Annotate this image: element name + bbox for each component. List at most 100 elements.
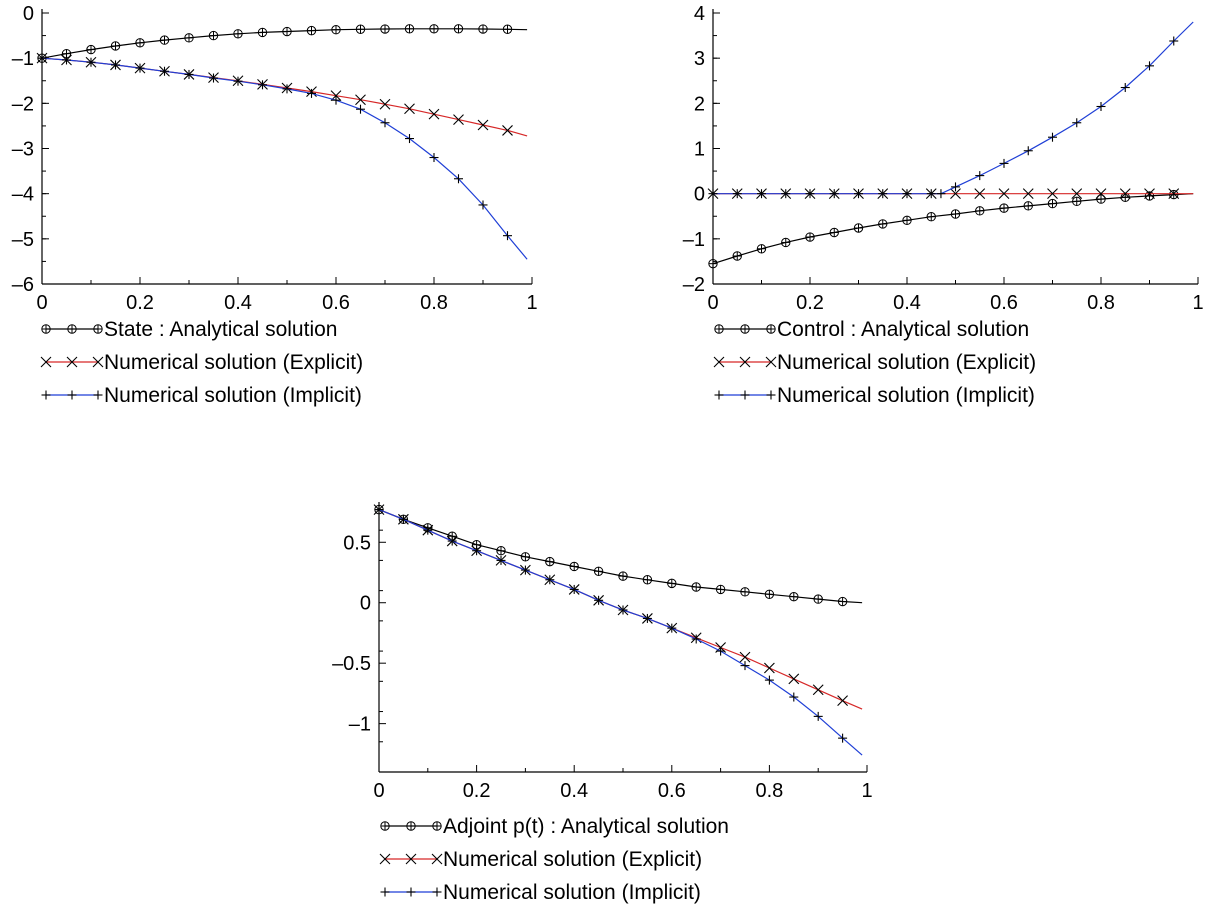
data-point — [740, 587, 750, 597]
series-line — [41, 28, 528, 59]
data-point — [789, 692, 799, 702]
data-point — [453, 114, 464, 125]
data-point — [454, 174, 463, 184]
x-tick-label: 0.8 — [755, 780, 783, 802]
data-point — [642, 613, 652, 623]
data-point — [716, 646, 726, 656]
data-point — [233, 76, 243, 86]
data-point — [355, 94, 366, 106]
x-tick-label: 0.4 — [893, 292, 921, 314]
data-point — [37, 53, 47, 63]
legend-marker — [765, 356, 777, 368]
x-tick-label: 0.6 — [990, 292, 1018, 314]
data-point — [1120, 83, 1130, 93]
x-tick-label: 0 — [707, 292, 718, 314]
x-tick-label: 0.2 — [126, 292, 154, 314]
y-tick-label: 1 — [694, 139, 705, 161]
data-point — [429, 153, 439, 163]
data-point — [135, 63, 145, 73]
legend-entry: Numerical solution (Implicit) — [41, 384, 362, 407]
data-point — [1071, 188, 1083, 200]
series-line — [712, 193, 1194, 265]
series-line — [713, 21, 1194, 195]
data-point — [496, 546, 506, 556]
x-tick-label: 0.8 — [420, 292, 448, 314]
y-tick-label: –4 — [12, 184, 34, 206]
data-point — [502, 125, 513, 136]
data-point — [951, 182, 960, 192]
data-point — [160, 66, 169, 76]
data-point — [813, 594, 823, 604]
data-point — [447, 536, 457, 546]
x-tick-label: 0 — [373, 780, 384, 802]
legend-marker — [93, 324, 103, 334]
data-point — [380, 24, 390, 34]
data-point — [805, 232, 815, 242]
legend-marker — [41, 324, 51, 334]
y-tick-label: –2 — [12, 93, 34, 115]
data-point — [478, 24, 488, 34]
data-point — [520, 552, 531, 562]
data-point — [838, 733, 848, 743]
data-point — [756, 244, 767, 254]
x-tick-label: 1 — [1192, 292, 1203, 314]
legend-entry: State : Analytical solution — [41, 318, 337, 341]
data-point — [86, 57, 96, 67]
data-point — [788, 673, 800, 685]
legend-entry: Numerical solution (Implicit) — [380, 881, 701, 904]
y-tick-label: –5 — [12, 229, 34, 251]
data-point — [209, 73, 218, 83]
data-point — [1119, 188, 1131, 200]
data-point — [1168, 188, 1180, 200]
data-point — [1096, 194, 1106, 204]
data-point — [732, 251, 742, 261]
x-tick-label: 1 — [526, 292, 537, 314]
data-point — [374, 505, 384, 515]
y-tick-label: 3 — [694, 48, 705, 70]
legend-label: Numerical solution (Implicit) — [777, 384, 1035, 407]
y-tick-label: –2 — [683, 274, 705, 296]
legend-label: Numerical solution (Implicit) — [443, 881, 701, 904]
data-point — [545, 556, 555, 567]
data-point — [878, 219, 888, 229]
data-point — [1169, 36, 1179, 46]
data-point — [1072, 118, 1082, 128]
data-point — [1144, 188, 1155, 200]
data-point — [477, 119, 489, 131]
series-circle-plus — [374, 504, 863, 607]
legend-entry: Adjoint p(t) : Analytical solution — [380, 815, 729, 838]
legend-entry: Numerical solution (Implicit) — [714, 384, 1035, 407]
legend-marker — [739, 356, 751, 368]
data-point — [781, 189, 791, 199]
data-point — [110, 41, 121, 51]
data-point — [569, 561, 579, 572]
data-point — [789, 591, 799, 602]
data-point — [667, 623, 677, 633]
data-point — [764, 675, 774, 685]
data-point — [258, 80, 267, 90]
series-plus — [37, 53, 528, 260]
data-point — [902, 215, 912, 226]
x-tick-label: 0.4 — [560, 780, 588, 802]
y-tick-label: –0.5 — [332, 653, 371, 675]
data-point — [1023, 146, 1033, 156]
chart-adjoint: 0 0.2 0.4 0.6 0.8 1 –1 –0.5 0 0.5 Adjoint p(t) : A… — [332, 502, 873, 904]
data-point — [902, 189, 912, 199]
series-plus — [374, 505, 863, 756]
data-point — [86, 44, 96, 55]
legend-marker — [432, 887, 442, 897]
data-point — [926, 212, 936, 222]
data-point — [999, 203, 1009, 213]
legend-entry: Numerical solution (Explicit) — [40, 351, 363, 374]
data-point — [355, 24, 366, 34]
series-x — [707, 188, 1194, 200]
x-tick-label: 0 — [36, 292, 47, 314]
chart-state: 0 0.2 0.4 0.6 0.8 1 –6 –5 –4 –3 –2 –1 0 State : Analy… — [12, 3, 538, 407]
data-point — [62, 55, 71, 65]
data-point — [307, 88, 316, 98]
legend-label: Adjoint p(t) : Analytical solution — [443, 815, 729, 838]
data-point — [812, 684, 824, 696]
legend-marker — [406, 887, 416, 897]
y-tick-label: –6 — [12, 274, 34, 296]
